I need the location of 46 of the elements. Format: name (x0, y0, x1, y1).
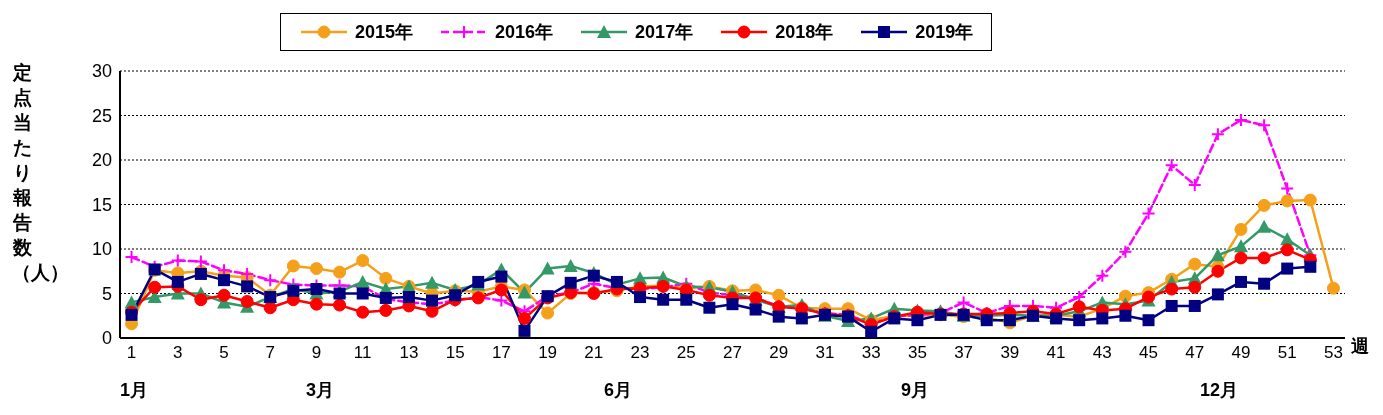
text: 12月 (1200, 379, 1239, 402)
text: 6月 (604, 379, 633, 402)
legend-label: 2015年 (355, 21, 414, 44)
x-tick-label: 7 (265, 343, 275, 363)
y-tick-label: 0 (101, 328, 112, 349)
x-tick-label: 31 (815, 343, 835, 363)
x-tick-label: 25 (676, 343, 696, 363)
x-tick-label: 11 (353, 343, 372, 363)
legend-label: 2016年 (495, 21, 554, 44)
x-tick-label: 5 (219, 343, 229, 363)
x-tick-label: 29 (769, 343, 789, 363)
x-tick-label: 1 (126, 343, 137, 363)
x-tick-label: 43 (1092, 343, 1112, 363)
x-tick-label: 49 (1231, 343, 1251, 363)
legend-label: 2018年 (775, 21, 834, 44)
x-tick-label: 21 (584, 343, 604, 363)
x-tick-label: 35 (907, 343, 927, 363)
x-tick-label: 45 (1139, 343, 1158, 363)
x-tick-label: 19 (538, 343, 558, 363)
y-tick-label: 5 (101, 283, 112, 304)
y-tick-label: 25 (91, 105, 112, 126)
text: 9月 (901, 379, 930, 402)
legend-label: 2019年 (915, 21, 974, 44)
x-tick-label: 13 (399, 343, 419, 363)
x-tick-label: 39 (1000, 343, 1020, 363)
x-tick-label: 41 (1046, 343, 1066, 363)
x-tick-label: 23 (630, 343, 650, 363)
text: 3月 (306, 379, 335, 402)
x-tick-label: 53 (1323, 343, 1343, 363)
x-tick-label: 3 (173, 343, 183, 363)
x-tick-label: 33 (861, 343, 881, 363)
y-tick-label: 20 (91, 150, 112, 171)
x-tick-label: 47 (1185, 343, 1205, 363)
y-tick-label: 10 (91, 239, 112, 260)
x-tick-label: 9 (311, 343, 322, 363)
x-tick-label: 37 (954, 343, 974, 363)
x-tick-label: 51 (1277, 343, 1297, 363)
y-tick-label: 30 (91, 61, 112, 82)
legend-label: 2017年 (635, 21, 694, 44)
x-tick-label: 27 (723, 343, 742, 363)
text: 1月 (120, 379, 149, 402)
x-tick-label: 17 (491, 343, 511, 363)
text: 定点当たり報告数（人） (12, 62, 69, 283)
x-tick-label: 15 (445, 343, 465, 363)
x-axis-title: 週 (1350, 336, 1369, 357)
y-tick-label: 15 (91, 194, 112, 215)
